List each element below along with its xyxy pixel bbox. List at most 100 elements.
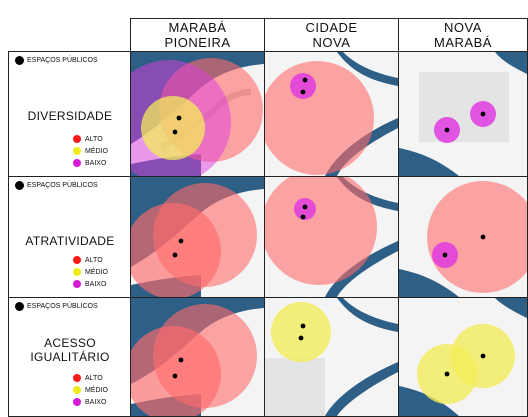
baixo-dot-icon	[73, 398, 81, 406]
criterion-title: ATRATIVIDADE	[9, 234, 131, 248]
public-space-point	[178, 357, 184, 363]
public-space-point	[480, 111, 486, 117]
level-legend-medio: MÉDIO	[73, 386, 108, 394]
level-legend-baixo: BAIXO	[73, 398, 106, 406]
river-shape	[337, 298, 398, 332]
influence-area-alto	[131, 326, 221, 416]
public-space-point	[172, 252, 178, 258]
alto-dot-icon	[73, 256, 81, 264]
level-legend-alto: ALTO	[73, 256, 103, 264]
column-header-nova-maraba: NOVA MARABÁ	[398, 18, 528, 52]
medio-dot-icon	[73, 147, 81, 155]
map-cidade-nova-acesso	[264, 297, 399, 417]
river-shape	[399, 148, 459, 176]
level-label: ALTO	[85, 135, 103, 143]
alto-dot-icon	[73, 135, 81, 143]
public-spaces-legend: ESPAÇOS PÚBLICOS	[15, 302, 98, 311]
level-label: BAIXO	[85, 398, 107, 406]
influence-area-alto	[131, 203, 221, 297]
map-cidade-nova-atratividade	[264, 176, 399, 298]
river-shape	[337, 52, 398, 86]
level-legend-medio: MÉDIO	[73, 268, 108, 276]
level-legend-baixo: BAIXO	[73, 280, 106, 288]
column-header-line2: PIONEIRA	[164, 35, 231, 50]
river-shape	[325, 241, 398, 297]
column-header-line1: MARABÁ	[168, 20, 227, 35]
legend-label: ESPAÇOS PÚBLICOS	[27, 303, 98, 310]
medio-dot-icon	[73, 268, 81, 276]
criterion-line1: ATRATIVIDADE	[25, 234, 115, 248]
criterion-title: ACESSO IGUALITÁRIO	[9, 336, 131, 364]
alto-dot-icon	[73, 374, 81, 382]
level-legend-medio: MÉDIO	[73, 147, 108, 155]
public-space-point	[172, 129, 178, 135]
public-space-point	[178, 238, 184, 244]
public-spaces-legend: ESPAÇOS PÚBLICOS	[15, 181, 98, 190]
map-maraba-pioneira-acesso	[130, 297, 265, 417]
column-header-maraba-pioneira: MARABÁ PIONEIRA	[130, 18, 265, 52]
influence-area-medio	[141, 96, 205, 160]
influence-area-baixo	[290, 73, 316, 99]
legend-label: ESPAÇOS PÚBLICOS	[27, 57, 98, 64]
column-header-cidade-nova: CIDADE NOVA	[264, 18, 399, 52]
public-space-dot-icon	[15, 181, 24, 190]
level-label: MÉDIO	[85, 147, 108, 155]
urban-area	[265, 358, 325, 416]
level-label: ALTO	[85, 256, 103, 264]
row-label-atratividade: ESPAÇOS PÚBLICOS ATRATIVIDADE ALTO MÉDIO…	[8, 176, 132, 298]
map-cidade-nova-diversidade	[264, 51, 399, 177]
public-space-point	[176, 115, 182, 121]
public-space-point	[480, 353, 486, 359]
row-label-acesso-igualitario: ESPAÇOS PÚBLICOS ACESSO IGUALITÁRIO ALTO …	[8, 297, 132, 417]
river-shape	[495, 52, 527, 74]
public-space-point	[172, 373, 178, 379]
column-header-line1: NOVA	[444, 20, 482, 35]
influence-area-alto	[265, 61, 374, 175]
river-shape	[399, 386, 459, 416]
legend-label: ESPAÇOS PÚBLICOS	[27, 182, 98, 189]
column-header-line2: MARABÁ	[434, 35, 492, 50]
map-nova-maraba-atratividade	[398, 176, 528, 298]
public-space-point	[444, 371, 450, 377]
public-space-point	[444, 127, 450, 133]
public-space-point	[300, 214, 306, 220]
public-space-point	[300, 323, 306, 329]
public-space-point	[302, 77, 308, 83]
map-maraba-pioneira-diversidade	[130, 51, 265, 177]
baixo-dot-icon	[73, 280, 81, 288]
medio-dot-icon	[73, 386, 81, 394]
public-space-point	[442, 252, 448, 258]
criterion-line2: IGUALITÁRIO	[30, 350, 110, 364]
column-header-line1: CIDADE	[305, 20, 358, 35]
river-shape	[399, 269, 459, 297]
public-space-point	[302, 204, 308, 210]
level-legend-alto: ALTO	[73, 374, 103, 382]
river-shape	[495, 298, 527, 318]
public-space-point	[300, 89, 306, 95]
level-label: BAIXO	[85, 159, 107, 167]
urban-area	[419, 72, 509, 142]
influence-area-medio	[271, 302, 331, 362]
river-shape	[325, 362, 398, 416]
level-label: MÉDIO	[85, 386, 108, 394]
level-label: ALTO	[85, 374, 103, 382]
row-label-diversidade: ESPAÇOS PÚBLICOS DIVERSIDADE ALTO MÉDIO …	[8, 51, 132, 177]
map-nova-maraba-acesso	[398, 297, 528, 417]
criterion-title: DIVERSIDADE	[9, 109, 131, 123]
public-space-dot-icon	[15, 56, 24, 65]
map-nova-maraba-diversidade	[398, 51, 528, 177]
level-label: BAIXO	[85, 280, 107, 288]
criterion-line1: ACESSO	[44, 336, 96, 350]
public-space-point	[480, 234, 486, 240]
public-space-point	[298, 335, 304, 341]
level-legend-alto: ALTO	[73, 135, 103, 143]
column-header-line2: NOVA	[312, 35, 351, 50]
public-space-dot-icon	[15, 302, 24, 311]
baixo-dot-icon	[73, 159, 81, 167]
level-legend-baixo: BAIXO	[73, 159, 106, 167]
map-maraba-pioneira-atratividade	[130, 176, 265, 298]
public-spaces-legend: ESPAÇOS PÚBLICOS	[15, 56, 98, 65]
influence-area-alto	[265, 177, 377, 285]
level-label: MÉDIO	[85, 268, 108, 276]
